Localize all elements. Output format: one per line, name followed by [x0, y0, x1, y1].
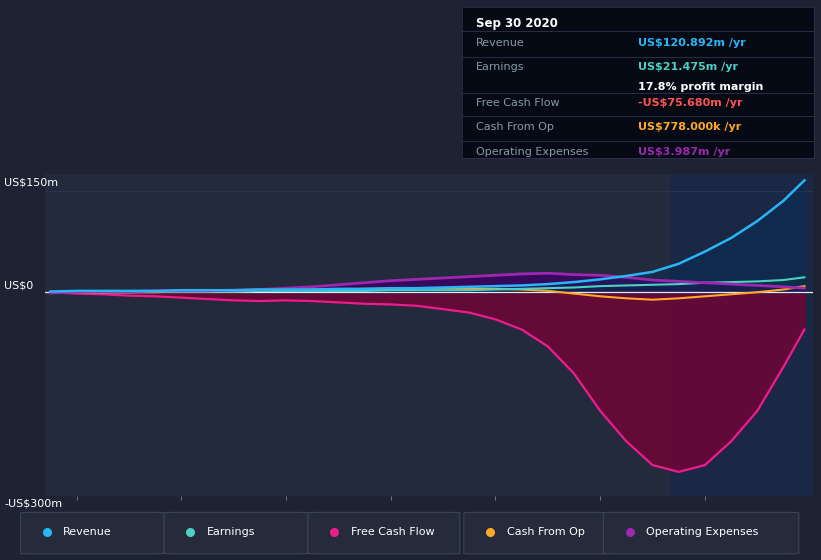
Text: US$120.892m /yr: US$120.892m /yr	[638, 38, 745, 48]
Text: Revenue: Revenue	[63, 527, 112, 537]
Text: US$778.000k /yr: US$778.000k /yr	[638, 123, 741, 132]
Text: -US$75.680m /yr: -US$75.680m /yr	[638, 98, 742, 108]
Text: US$150m: US$150m	[4, 178, 58, 188]
Text: Earnings: Earnings	[476, 62, 525, 72]
Text: Earnings: Earnings	[207, 527, 255, 537]
Text: Operating Expenses: Operating Expenses	[476, 147, 589, 157]
Text: Revenue: Revenue	[476, 38, 525, 48]
Text: US$3.987m /yr: US$3.987m /yr	[638, 147, 730, 157]
Text: -US$300m: -US$300m	[4, 498, 62, 508]
FancyBboxPatch shape	[464, 512, 608, 554]
Text: Free Cash Flow: Free Cash Flow	[476, 98, 560, 108]
Bar	[671, 174, 815, 496]
FancyBboxPatch shape	[603, 512, 799, 554]
Text: Sep 30 2020: Sep 30 2020	[476, 17, 558, 30]
Text: 17.8% profit margin: 17.8% profit margin	[638, 82, 764, 92]
Text: Free Cash Flow: Free Cash Flow	[351, 527, 434, 537]
Text: Cash From Op: Cash From Op	[476, 123, 554, 132]
FancyBboxPatch shape	[164, 512, 308, 554]
Text: Operating Expenses: Operating Expenses	[646, 527, 759, 537]
Text: US$0: US$0	[4, 281, 34, 291]
FancyBboxPatch shape	[21, 512, 164, 554]
Text: Cash From Op: Cash From Op	[507, 527, 585, 537]
Text: US$21.475m /yr: US$21.475m /yr	[638, 62, 738, 72]
FancyBboxPatch shape	[308, 512, 460, 554]
